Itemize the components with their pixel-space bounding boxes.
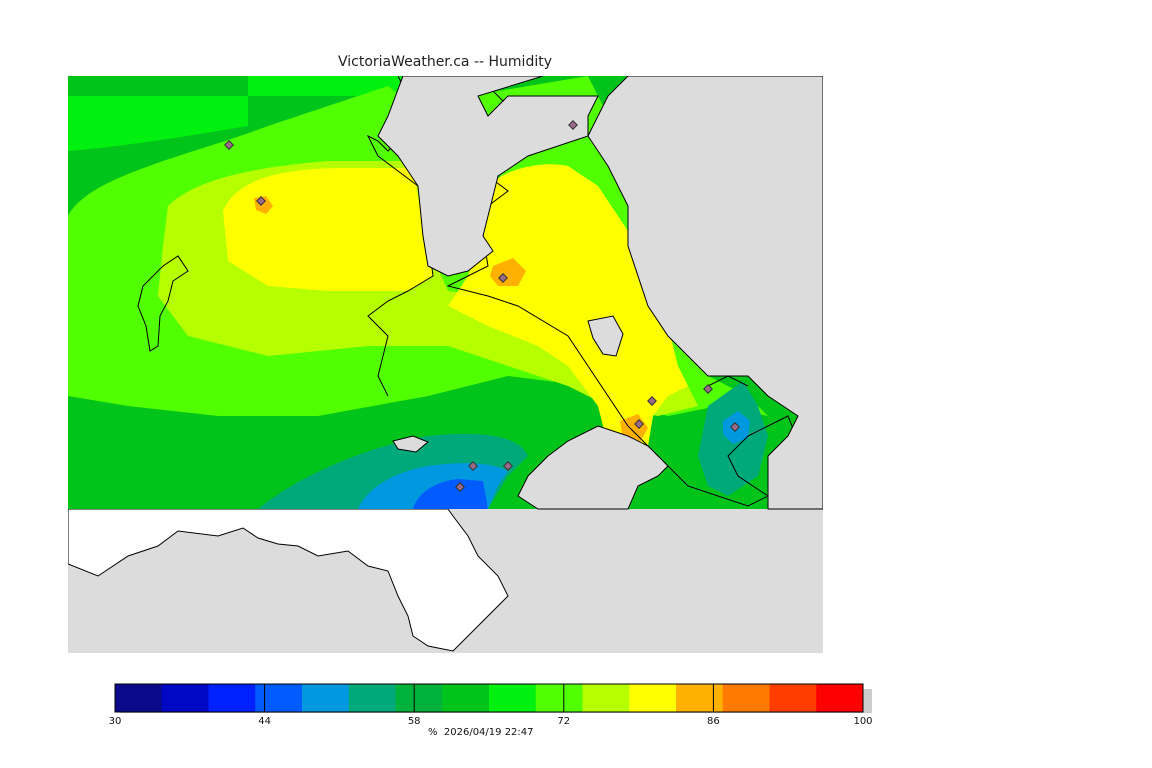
inlet-water (377, 76, 599, 277)
colorbar-cell (161, 684, 209, 712)
colorbar-cell (395, 684, 443, 712)
timestamp: 2026/04/19 22:47 (443, 727, 534, 738)
colorbar-tick-label: 58 (407, 716, 421, 727)
humidity-band-84-b (490, 258, 526, 286)
humidity-colorbar (114, 683, 872, 713)
colorbar-cell (629, 684, 677, 712)
colorbar-tick-label: 72 (557, 716, 571, 727)
humidity-band-64 (68, 76, 408, 151)
colorbar-cell (442, 684, 490, 712)
colorbar-cell (348, 684, 396, 712)
colorbar-cell (816, 684, 864, 712)
colorbar-tick-label: 86 (707, 716, 720, 727)
colorbar-cell (489, 684, 537, 712)
station-marker[interactable] (498, 273, 508, 283)
colorbar-tick-label: 30 (108, 716, 122, 727)
humidity-band-44 (413, 479, 488, 509)
map-footer: % 2026/04/19 22:47 (428, 727, 534, 738)
station-marker[interactable] (634, 419, 644, 429)
island-south (392, 435, 429, 453)
colorbar-cell (208, 684, 256, 712)
colorbar-cell (722, 684, 770, 712)
humidity-band-76 (223, 164, 688, 466)
station-marker[interactable] (468, 461, 478, 471)
colorbar-cell (115, 684, 163, 712)
colorbar-cell (255, 684, 303, 712)
saanich-inlet-bottom (517, 425, 669, 510)
station-marker[interactable] (568, 120, 578, 130)
map-title: VictoriaWeather.ca -- Humidity (337, 54, 552, 70)
colorbar-cell (582, 684, 630, 712)
humidity-band-84-c (620, 414, 648, 442)
station-marker[interactable] (730, 422, 740, 432)
colorbar-cell (535, 684, 583, 712)
humidity-map (68, 76, 823, 653)
colorbar-tick-label: 44 (258, 716, 271, 727)
colorbar-border (114, 683, 864, 713)
inlet-water-east (587, 76, 823, 510)
colorbar-tick-label: 100 (853, 716, 873, 727)
colorbar-cell (676, 684, 724, 712)
colorbar-cell (302, 684, 350, 712)
land-no-data (68, 508, 509, 652)
humidity-band-52 (258, 381, 768, 509)
island-west (137, 255, 189, 352)
station-marker[interactable] (703, 384, 713, 394)
unit-label: % (428, 727, 438, 738)
colorbar-cells (115, 684, 864, 712)
lake-east (587, 315, 624, 357)
station-marker[interactable] (455, 482, 465, 492)
station-marker[interactable] (503, 461, 513, 471)
station-marker[interactable] (647, 396, 657, 406)
weather-stations (224, 120, 740, 492)
colorbar-cell (769, 684, 817, 712)
station-marker[interactable] (256, 196, 266, 206)
station-marker[interactable] (224, 140, 234, 150)
